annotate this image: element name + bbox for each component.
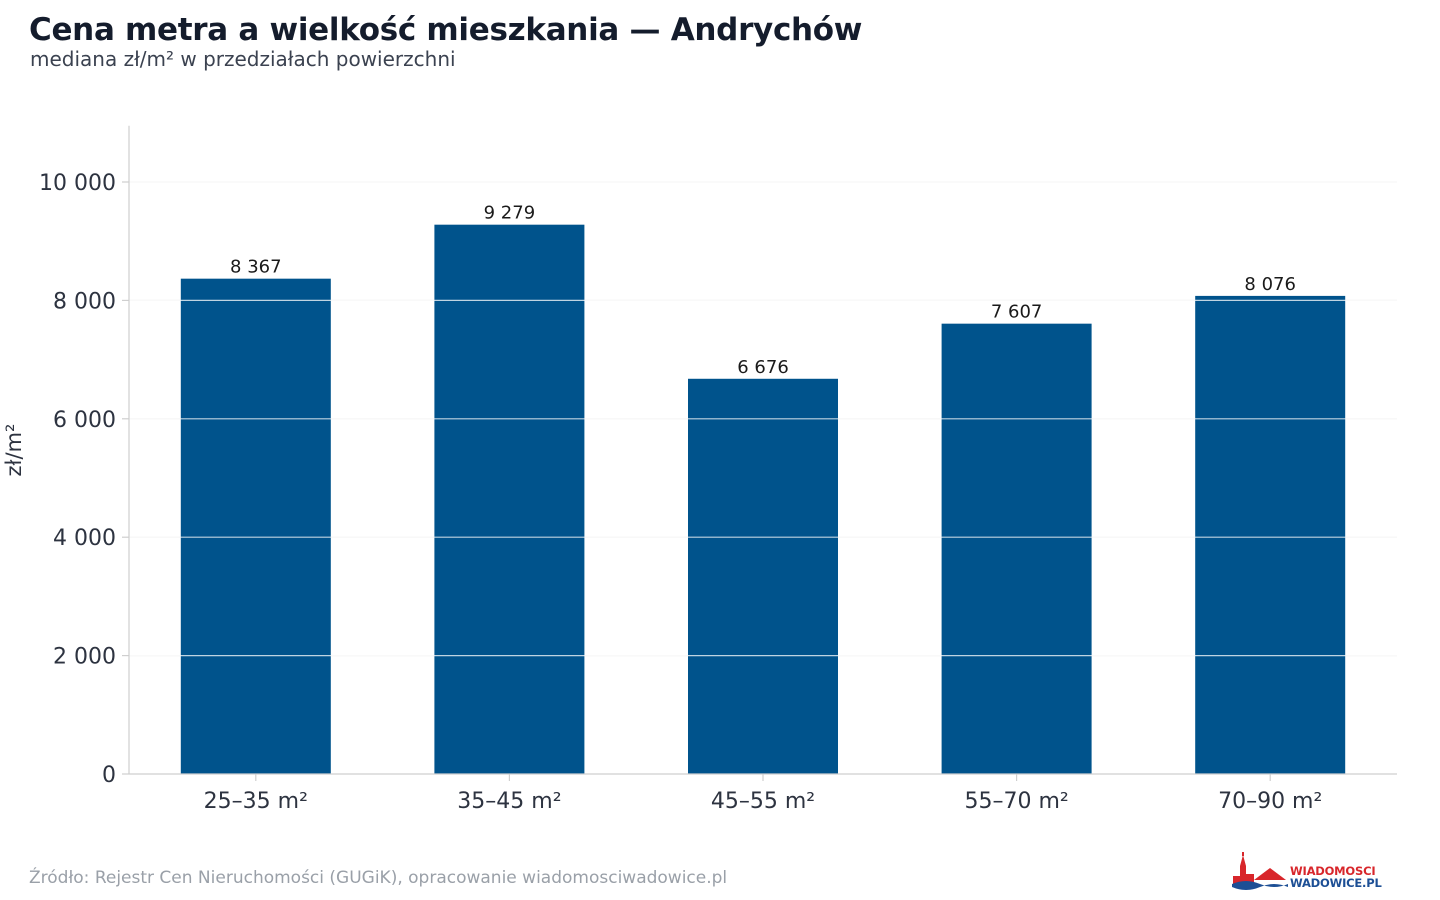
chart-title: Cena metra a wielkość mieszkania — Andry… — [29, 12, 863, 48]
y-tick-label-0: 0 — [102, 763, 116, 788]
logo-text-line2: WADOWICE.PL — [1290, 876, 1382, 890]
x-tick-label-4: 55–70 m² — [964, 789, 1068, 814]
data-labels: 8 367 9 279 6 676 7 607 8 076 — [230, 203, 1296, 378]
town-silhouette-icon — [1232, 852, 1288, 890]
x-tick-label-3: 45–55 m² — [711, 789, 815, 814]
y-tick-label-8000: 8 000 — [53, 289, 116, 314]
data-label-2: 9 279 — [484, 203, 536, 224]
data-label-1: 8 367 — [230, 257, 282, 278]
bars — [129, 181, 1397, 774]
bar-4 — [941, 323, 1092, 774]
y-tick-label-2000: 2 000 — [53, 645, 116, 670]
y-tick-label-10000: 10 000 — [39, 171, 116, 196]
y-axis-label: zł/m² — [2, 424, 26, 477]
chart-subtitle: mediana zł/m² w przedziałach powierzchni — [30, 47, 456, 71]
data-label-5: 8 076 — [1244, 274, 1296, 295]
x-tick-label-1: 25–35 m² — [204, 789, 308, 814]
axes: 0 2 000 4 000 6 000 8 000 10 000 25–35 m² 35–45… — [2, 125, 1397, 814]
x-tick-label-2: 35–45 m² — [457, 789, 561, 814]
data-label-4: 7 607 — [991, 302, 1043, 323]
logo-text-line1: WIADOMOSCI — [1290, 864, 1376, 878]
source-note: Źródło: Rejestr Cen Nieruchomości (GUGiK… — [29, 868, 728, 888]
bar-5 — [1195, 295, 1346, 774]
y-tick-label-6000: 6 000 — [53, 408, 116, 433]
bar-1 — [180, 278, 331, 774]
publisher-logo[interactable]: WIADOMOSCI WADOWICE.PL — [1230, 852, 1410, 890]
x-tick-label-5: 70–90 m² — [1218, 789, 1322, 814]
bar-3 — [688, 378, 838, 774]
bar-2 — [434, 224, 585, 774]
data-label-3: 6 676 — [737, 357, 789, 378]
y-tick-label-4000: 4 000 — [53, 526, 116, 551]
